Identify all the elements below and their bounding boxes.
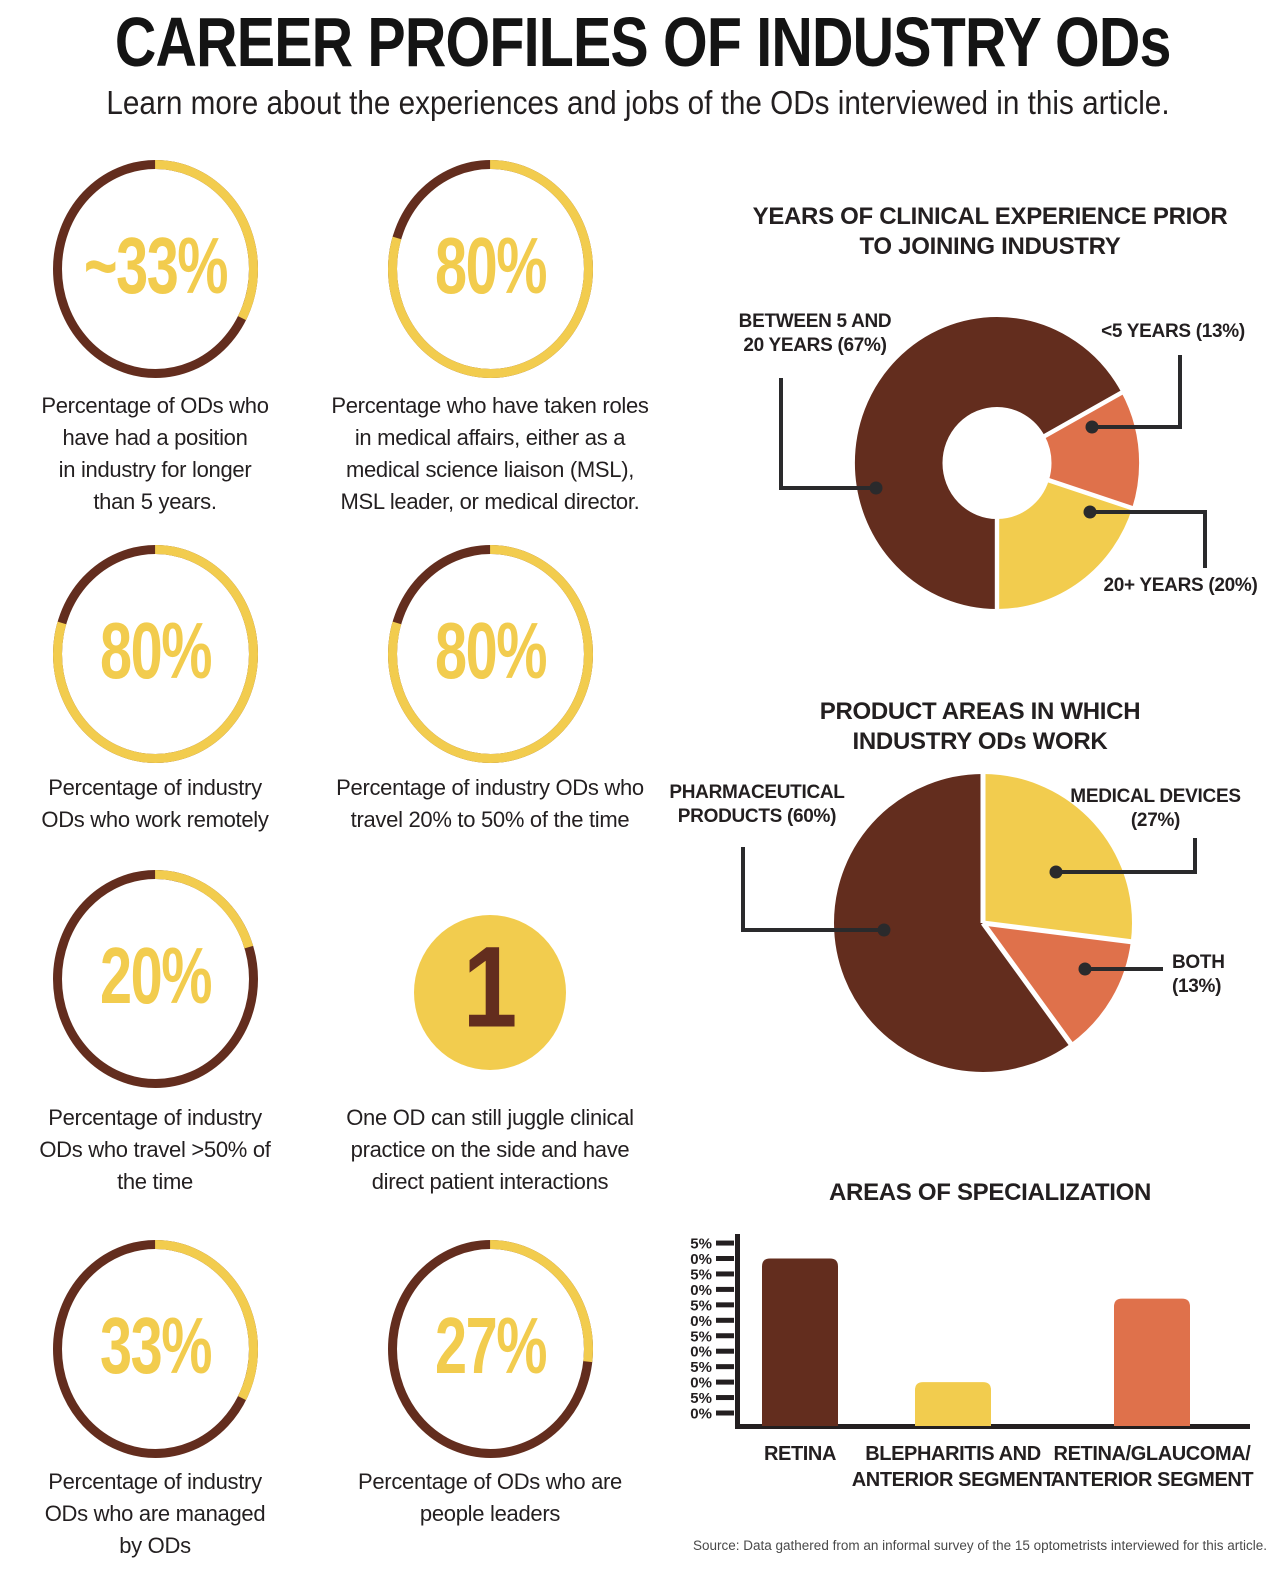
source-note: Source: Data gathered from an informal s…: [692, 1538, 1267, 1553]
y-tick-label: 60%: [690, 1251, 712, 1268]
stat-ring: [387, 1240, 593, 1458]
y-tick-label: 45%: [690, 1297, 712, 1314]
stat-ring-wrap: 80%: [387, 160, 593, 378]
stat-description: Percentage of industry ODs who travel 20…: [336, 775, 644, 832]
stat-card: 1 One OD can still juggle clinical pract…: [320, 870, 660, 1198]
stat-ring: [52, 870, 258, 1088]
y-tick: [716, 1286, 734, 1292]
stat-value: 33%: [99, 1301, 212, 1391]
stat-card: 80% Percentage of industry ODs who work …: [0, 545, 310, 836]
stat-description: Percentage of ODs who have had a positio…: [41, 393, 269, 514]
y-tick-label: 65%: [690, 1236, 712, 1253]
y-tick: [716, 1240, 734, 1246]
stat-value: 80%: [99, 606, 212, 696]
pie-label-medical-devices: MEDICAL DEVICES (27%): [1070, 786, 1241, 831]
stat-value: 20%: [99, 931, 212, 1021]
y-tick-label: 55%: [690, 1266, 712, 1283]
y-tick: [716, 1379, 734, 1385]
segment-gap: [982, 920, 1133, 945]
y-tick-label: 35%: [690, 1328, 712, 1345]
stat-card: ~33% Percentage of ODs who have had a po…: [0, 160, 310, 518]
page-title: CAREER PROFILES OF INDUSTRY ODs: [114, 3, 1172, 81]
y-tick: [716, 1395, 734, 1401]
pie-label-both: BOTH (13%): [1172, 952, 1225, 997]
donut-label-under-5-years: <5 YEARS (13%): [1101, 321, 1245, 342]
stat-description: Percentage of industry ODs who are manag…: [44, 1469, 266, 1558]
stat-badge-wrap: 1: [414, 915, 566, 1070]
y-tick-label: 20%: [690, 1375, 712, 1392]
donut-chart: [854, 317, 1140, 613]
y-tick-label: 10%: [690, 1406, 712, 1423]
stat-ring-wrap: 27%: [387, 1240, 593, 1458]
stat-value: 27%: [434, 1301, 547, 1391]
stat-description: Percentage who have taken roles in medic…: [331, 393, 649, 514]
bar-chart-title: AREAS OF SPECIALIZATION: [829, 1179, 1151, 1206]
bar-retina: [762, 1258, 838, 1426]
y-tick-label: 40%: [690, 1313, 712, 1330]
donut-label-between-5-and-20: BETWEEN 5 AND 20 YEARS (67%): [738, 311, 892, 356]
stat-card: 80% Percentage who have taken roles in m…: [320, 160, 660, 518]
stat-value: ~33%: [83, 221, 228, 311]
stat-ring-wrap: ~33%: [52, 160, 258, 378]
y-tick-label: 50%: [690, 1282, 712, 1299]
donut-label-20-plus-years: 20+ YEARS (20%): [1103, 575, 1258, 596]
stat-description: Percentage of ODs who are people leaders: [358, 1469, 622, 1526]
stat-ring-wrap: 33%: [52, 1240, 258, 1458]
stat-card: 80% Percentage of industry ODs who trave…: [320, 545, 660, 836]
stat-card: 27% Percentage of ODs who are people lea…: [320, 1240, 660, 1530]
bar-category-retina-glaucoma: RETINA/GLAUCOMA/ ANTERIOR SEGMENT: [1050, 1443, 1254, 1491]
y-tick: [716, 1271, 734, 1277]
segment-gap: [980, 921, 1074, 1047]
y-tick: [716, 1333, 734, 1339]
y-tick-label: 15%: [690, 1390, 712, 1407]
y-tick: [716, 1410, 734, 1416]
page-subtitle: Learn more about the experiences and job…: [106, 84, 1170, 121]
y-tick: [716, 1256, 734, 1261]
y-tick: [716, 1317, 734, 1323]
pie-chart-title: PRODUCT AREAS IN WHICH INDUSTRY ODs WORK: [819, 698, 1141, 755]
y-tick: [716, 1364, 734, 1370]
pie-label-pharmaceutical: PHARMACEUTICAL PRODUCTS (60%): [669, 782, 845, 827]
y-tick-label: 30%: [690, 1344, 712, 1361]
bar-retina/glaucoma/: [1114, 1298, 1190, 1426]
stat-ring-wrap: 80%: [387, 545, 593, 763]
stat-value: 80%: [434, 606, 547, 696]
donut-chart-title: YEARS OF CLINICAL EXPERIENCE PRIOR TO JO…: [752, 203, 1228, 260]
filled-circle-badge: [414, 915, 566, 1070]
stat-value: 1: [462, 923, 518, 1052]
pie-chart: [834, 773, 1133, 1072]
y-tick: [716, 1302, 734, 1308]
y-tick-label: 25%: [690, 1359, 712, 1376]
stat-ring: [387, 160, 593, 378]
bar-category-blepharitis: BLEPHARITIS AND ANTERIOR SEGMENT: [851, 1443, 1055, 1491]
stat-value: 80%: [434, 221, 547, 311]
stat-ring: [52, 160, 258, 378]
stat-description: One OD can still juggle clinical practic…: [346, 1105, 634, 1194]
x-axis: [735, 1424, 1250, 1429]
y-axis: [735, 1234, 740, 1429]
stat-ring: [387, 545, 593, 763]
y-tick: [716, 1348, 734, 1354]
stat-ring-wrap: 20%: [52, 870, 258, 1088]
bar-chart: 10%15%20%25%30%35%40%45%50%55%60%65%: [690, 1234, 1250, 1429]
segment-<5 years: [854, 317, 1140, 609]
stat-ring-wrap: 80%: [52, 545, 258, 763]
bar-blepharitis and: [915, 1382, 991, 1426]
bar-category-retina: RETINA: [763, 1443, 837, 1465]
stat-ring: [52, 545, 258, 763]
stat-description: Percentage of industry ODs who work remo…: [41, 775, 269, 832]
stat-description: Percentage of industry ODs who travel >5…: [39, 1105, 271, 1194]
segment-gap: [1044, 476, 1137, 512]
stat-ring: [52, 1240, 258, 1458]
stat-card: 33% Percentage of industry ODs who are m…: [0, 1240, 310, 1562]
stat-card: 20% Percentage of industry ODs who trave…: [0, 870, 310, 1198]
